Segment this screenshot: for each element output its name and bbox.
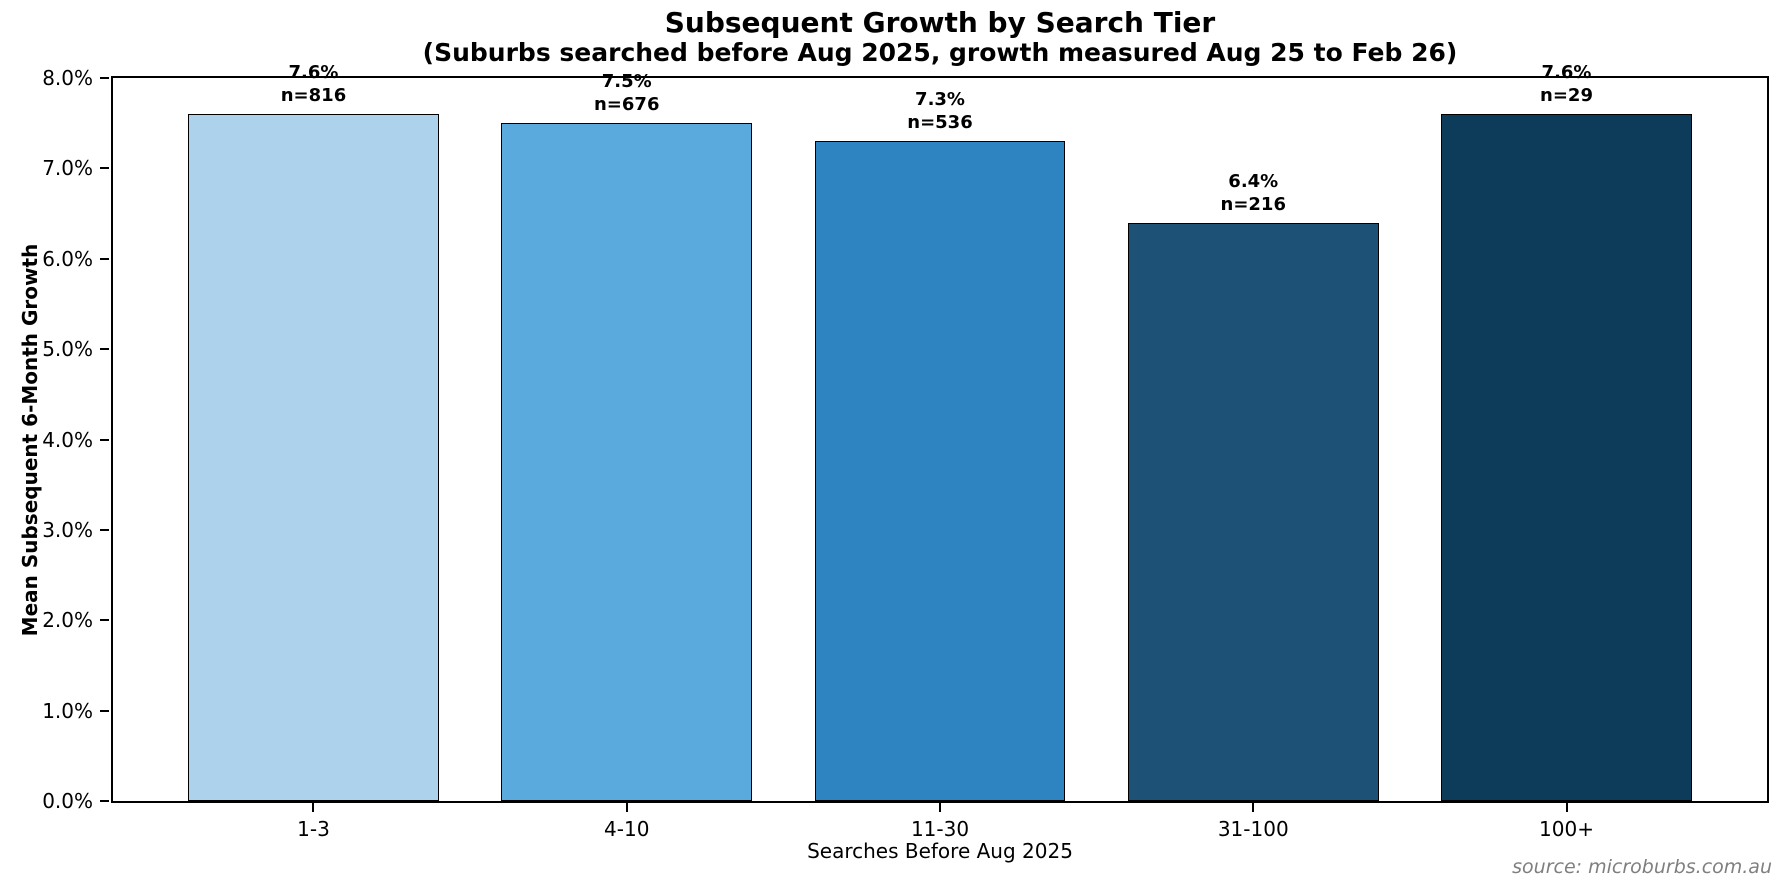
x-tick-mark (939, 803, 941, 812)
y-tick-mark (100, 348, 109, 351)
bar-n-text: n=676 (593, 94, 660, 116)
bar-pct-text: 6.4% (1228, 170, 1279, 192)
x-tick-mark (1565, 803, 1568, 812)
bar-value-label-11-30: 7.3% n=536 (907, 88, 972, 134)
chart-subtitle: (Suburbs searched before Aug 2025, growt… (422, 38, 1458, 67)
bar-pct-text: 7.5% (601, 71, 652, 93)
bar-pct-text: 7.6% (1541, 62, 1592, 84)
bar-4-10 (501, 123, 753, 801)
y-tick-mark (100, 709, 109, 712)
bar-pct-text: 7.3% (915, 89, 965, 111)
bar-pct-text: 7.6% (288, 62, 339, 84)
bar-31-100 (1127, 222, 1379, 801)
bar-11-30 (814, 141, 1066, 801)
chart-title: Subsequent Growth by Search Tier (664, 6, 1216, 39)
y-axis-label: Mean Subsequent 6-Month Growth (18, 243, 42, 637)
x-tick-mark (1252, 803, 1255, 812)
source-credit: source: microburbs.com.au (1512, 856, 1772, 878)
bar-100+ (1441, 114, 1692, 801)
bar-n-text: n=216 (1220, 193, 1286, 215)
y-tick-mark (100, 619, 109, 622)
x-tick-label-31-100: 31-100 (1217, 817, 1289, 841)
bar-n-text: n=29 (1540, 85, 1593, 107)
y-tick-mark (100, 167, 109, 170)
y-tick-label: 5.0% (42, 337, 93, 362)
bar-n-text: n=816 (280, 85, 347, 107)
x-axis-label: Searches Before Aug 2025 (807, 839, 1073, 863)
bar-1-3 (188, 114, 439, 801)
x-tick-mark (312, 803, 315, 812)
x-tick-label-4-10: 4-10 (604, 817, 650, 841)
x-tick-mark (625, 803, 628, 812)
y-tick-label: 1.0% (42, 698, 93, 723)
y-tick-label: 2.0% (42, 608, 93, 633)
y-tick-mark (100, 77, 109, 79)
bar-value-label-4-10: 7.5% n=676 (594, 70, 659, 116)
y-tick-label: 8.0% (42, 66, 93, 90)
bar-n-text: n=536 (907, 112, 973, 134)
y-tick-label: 0.0% (42, 789, 93, 813)
y-tick-label: 7.0% (42, 156, 93, 181)
bar-value-label-1-3: 7.6% n=816 (281, 61, 346, 107)
y-tick-label: 4.0% (42, 427, 93, 452)
y-tick-mark (100, 528, 109, 531)
bar-value-label-100+: 7.6% n=29 (1540, 61, 1593, 107)
y-tick-mark (100, 438, 109, 441)
bar-value-label-31-100: 6.4% n=216 (1221, 170, 1286, 216)
title-block: Subsequent Growth by Search Tier (Suburb… (111, 6, 1769, 67)
y-tick-label: 6.0% (42, 246, 93, 271)
plot-area: 7.6% n=816 1-3 7.5% n=676 4-10 7.3% n=536 11-30 6… (42, 62, 1769, 841)
x-tick-label-100+: 100+ (1539, 817, 1594, 841)
y-tick-label: 3.0% (42, 517, 93, 542)
y-tick-mark (100, 800, 109, 802)
y-tick-mark (100, 257, 109, 260)
x-tick-label-1-3: 1-3 (297, 817, 330, 841)
x-tick-label-11-30: 11-30 (910, 817, 970, 841)
